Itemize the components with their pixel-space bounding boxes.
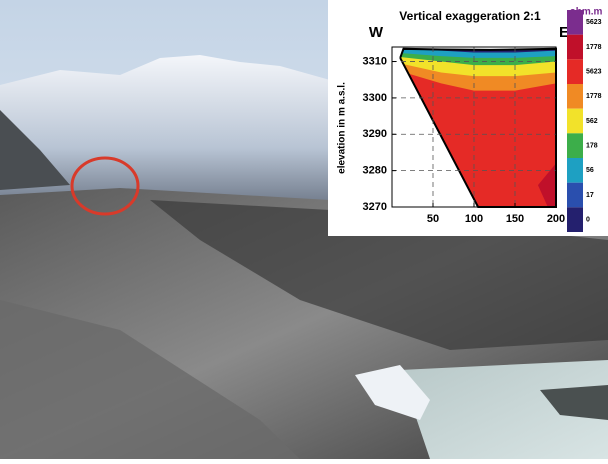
colorbar-label: 17 [586, 192, 594, 199]
colorbar-label: 0 [586, 217, 590, 224]
y-tick-label: 3270 [363, 201, 387, 213]
colorbar-label: 1778 [586, 44, 602, 51]
x-tick-label: 200 [547, 213, 565, 225]
colorbar-swatch [567, 207, 583, 232]
x-tick-label: 100 [465, 213, 483, 225]
y-tick-label: 3310 [363, 55, 387, 67]
y-tick-label: 3290 [363, 128, 387, 140]
x-tick-label: 50 [427, 213, 439, 225]
plot-frame [391, 46, 557, 208]
colorbar-title: ohm.m [570, 7, 603, 18]
colorbar-label: 1778 [586, 93, 602, 100]
colorbar-swatch [567, 182, 583, 208]
y-axis-label: elevation in m a.s.l. [337, 82, 348, 174]
west-label: W [369, 24, 384, 41]
colorbar-swatch [567, 108, 583, 134]
colorbar-swatch [567, 10, 583, 35]
resistivity-layer [537, 163, 556, 207]
colorbar-label: 178 [586, 143, 598, 150]
colorbar-label: 562 [586, 118, 598, 125]
colorbar-swatch [567, 34, 583, 60]
colorbar-swatch [567, 133, 583, 158]
colorbar-label: 56 [586, 167, 594, 174]
x-tick-label: 150 [506, 213, 524, 225]
y-tick-label: 3280 [363, 165, 387, 177]
east-label: E [559, 24, 569, 41]
colorbar-swatch [567, 84, 583, 109]
colorbar-swatch [567, 59, 583, 84]
colorbar-label: 5623 [586, 69, 602, 76]
colorbar-label: 5623 [586, 19, 602, 26]
chart-title: Vertical exaggeration 2:1 [399, 9, 541, 23]
y-tick-label: 3300 [363, 92, 387, 104]
colorbar-swatch [567, 158, 583, 183]
